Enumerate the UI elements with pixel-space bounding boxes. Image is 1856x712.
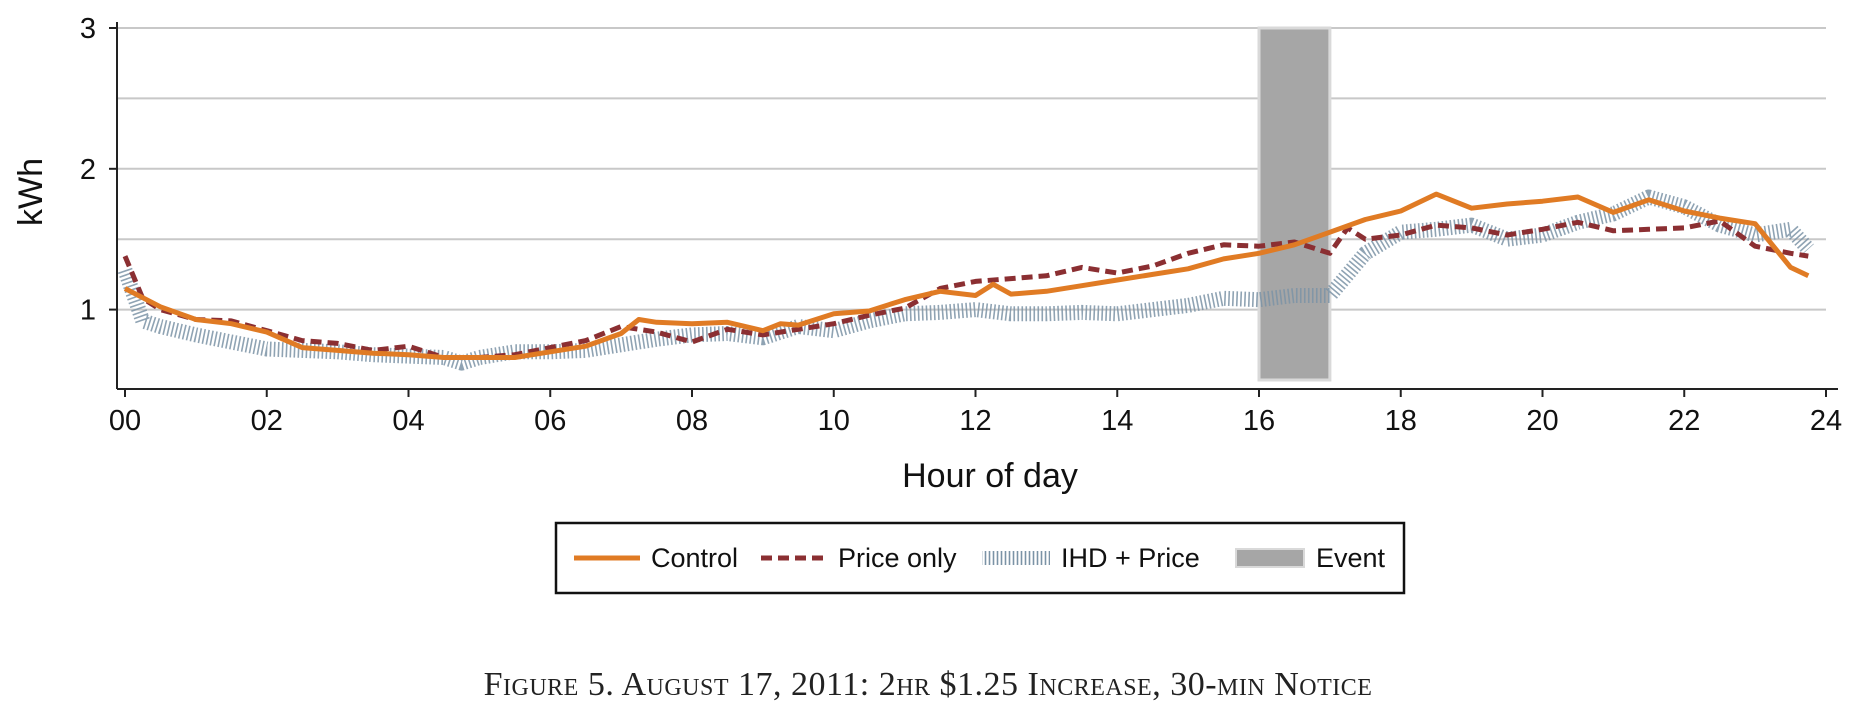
series-control [123, 191, 1810, 360]
x-tick-label: 18 [1385, 405, 1417, 437]
x-tick-label: 04 [392, 405, 424, 437]
legend-label-control: Control [651, 543, 738, 573]
x-tick-label: 24 [1810, 405, 1842, 437]
x-tick-label: 10 [818, 405, 850, 437]
y-tick-label: 1 [80, 295, 96, 327]
legend-label-price-only: Price only [838, 543, 957, 573]
y-axis-title: kWh [12, 158, 50, 226]
x-tick-label: 16 [1243, 405, 1275, 437]
x-tick-label: 06 [534, 405, 566, 437]
x-tick-label: 08 [676, 405, 708, 437]
x-tick-label: 12 [959, 405, 991, 437]
legend: Control Price only IHD + Price Event [554, 521, 1406, 595]
legend-swatch-event [1235, 548, 1305, 568]
legend-label-ihd-price: IHD + Price [1061, 543, 1200, 573]
series-layer [117, 189, 1814, 371]
legend-label-event: Event [1316, 543, 1386, 573]
gridlines [117, 27, 1826, 311]
y-tick-label: 2 [80, 154, 96, 186]
x-tick-label: 14 [1101, 405, 1133, 437]
x-tick-label: 20 [1526, 405, 1558, 437]
x-tick-label: 02 [251, 405, 283, 437]
legend-swatch-ihd-price [982, 551, 1050, 565]
series-ihd-price [117, 189, 1814, 371]
axes [109, 22, 1838, 397]
y-tick-label: 3 [80, 13, 96, 45]
x-axis-title: Hour of day [902, 457, 1078, 495]
x-tick-label: 00 [109, 405, 141, 437]
figure-caption: Figure 5. August 17, 2011: 2hr $1.25 Inc… [483, 666, 1373, 703]
x-tick-label: 22 [1668, 405, 1700, 437]
series-price-only [122, 218, 1809, 360]
event-band [1257, 26, 1332, 382]
